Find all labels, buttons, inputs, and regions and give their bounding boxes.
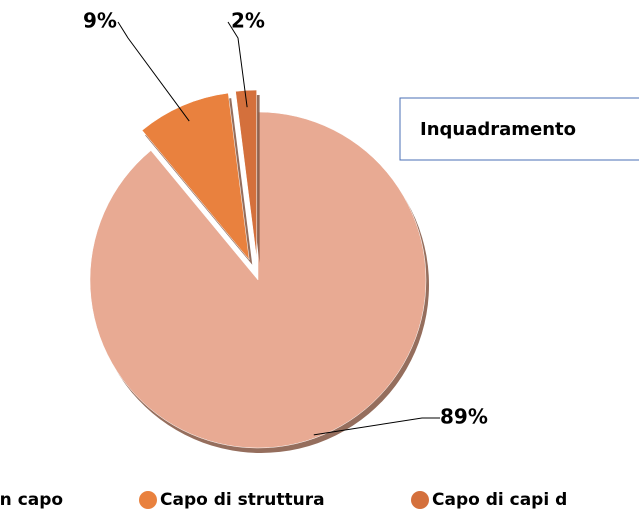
legend-marker xyxy=(139,491,157,509)
data-label: 2% xyxy=(231,9,265,33)
slice xyxy=(235,89,257,259)
chart-title: Inquadramento xyxy=(420,119,576,140)
legend-label: Capo di capi d xyxy=(432,490,567,510)
data-label: 89% xyxy=(440,405,488,429)
legend-label: Capo di struttura xyxy=(160,490,325,510)
leader-line xyxy=(313,417,440,436)
legend-marker xyxy=(411,491,429,509)
leader-line xyxy=(227,21,248,108)
slice xyxy=(141,92,250,261)
title-box xyxy=(399,97,639,161)
slice xyxy=(89,111,427,449)
leader-line xyxy=(117,21,190,122)
legend-label: on capo xyxy=(0,490,63,510)
data-label: 9% xyxy=(83,9,117,33)
